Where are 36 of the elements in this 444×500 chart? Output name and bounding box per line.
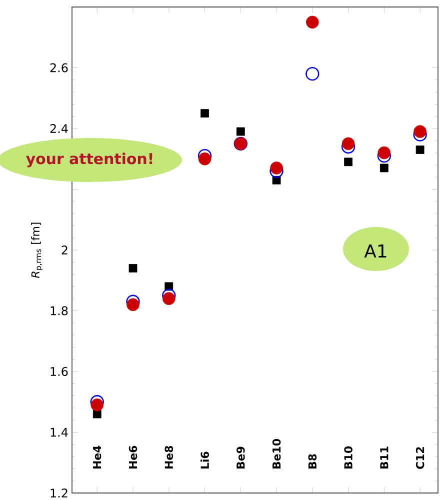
point	[378, 146, 391, 160]
point	[306, 66, 320, 81]
x-tick-label: He6	[128, 446, 138, 468]
point	[126, 298, 140, 312]
point	[380, 164, 388, 172]
annotation: your attention!	[26, 152, 152, 168]
point	[414, 125, 426, 138]
point	[416, 146, 424, 154]
x-tick-label: He8	[164, 446, 174, 468]
x-tick-label: Be10	[272, 438, 281, 468]
point	[236, 127, 245, 136]
point	[162, 292, 176, 305]
point	[90, 398, 104, 412]
y-tick-label: 2.4	[50, 124, 68, 133]
x-tick-label: B10	[344, 446, 352, 468]
y-tick-label: 1.2	[50, 488, 68, 498]
point	[306, 16, 319, 29]
point	[342, 137, 355, 150]
point	[200, 109, 209, 118]
point	[270, 162, 283, 174]
point	[198, 152, 212, 166]
y-tick-label: 2	[62, 246, 68, 254]
x-tick-label: He4	[93, 446, 102, 468]
y-tick-label: 1.4	[50, 428, 68, 437]
y-tick-label: 1.8	[50, 306, 68, 316]
y-tick-label: 2.6	[50, 63, 68, 72]
annotation: A1	[364, 244, 386, 258]
point	[344, 158, 352, 166]
x-tick-label: Li6	[200, 452, 210, 468]
x-tick-label: Be9	[236, 446, 245, 468]
y-tick-label: 1.6	[50, 366, 68, 376]
x-tick-label: B8	[308, 454, 317, 468]
y-axis-title: R$_{p,rms}$ [fm]	[31, 222, 43, 278]
x-tick-label: B11	[380, 446, 388, 468]
x-tick-label: C12	[416, 447, 424, 469]
point	[128, 264, 138, 272]
